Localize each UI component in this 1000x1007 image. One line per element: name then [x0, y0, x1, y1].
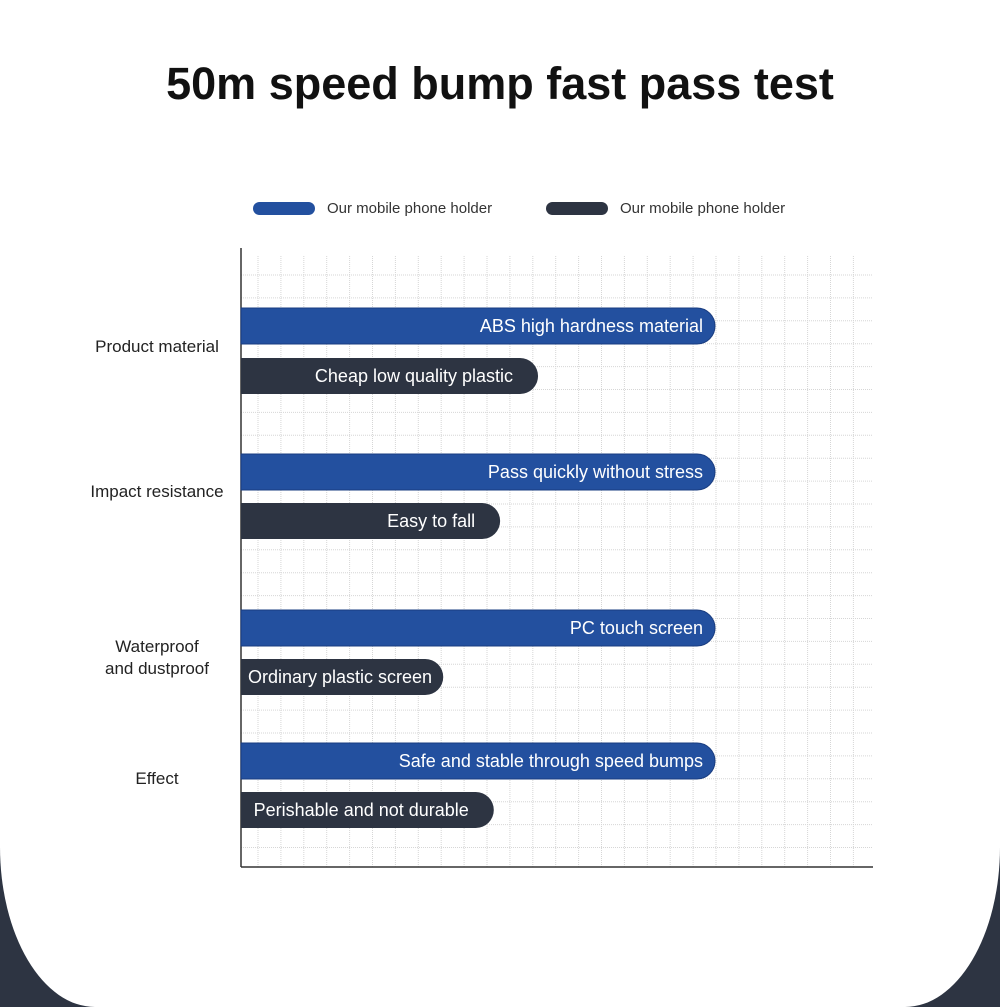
bar-label: Easy to fall — [387, 511, 475, 531]
bar-label: PC touch screen — [570, 618, 703, 638]
legend-label: Our mobile phone holder — [327, 200, 493, 217]
bar-label: Ordinary plastic screen — [248, 667, 432, 687]
bar-label: Perishable and not durable — [254, 800, 469, 820]
bar-ours — [240, 307, 716, 345]
legend-item-ours: Our mobile phone holder — [253, 200, 492, 217]
category-label: Effect — [135, 769, 179, 788]
bar-label: Safe and stable through speed bumps — [399, 751, 703, 771]
bar-ours — [240, 609, 716, 647]
category-label: Waterproof and dustproof — [105, 637, 209, 678]
bar-label: Cheap low quality plastic — [315, 366, 513, 386]
legend-swatch-blue — [253, 202, 315, 215]
category-label: Impact resistance — [90, 482, 224, 501]
bar-other — [241, 659, 444, 695]
bar-label: ABS high hardness material — [480, 316, 703, 336]
bar-ours — [240, 453, 716, 491]
legend-item-other: Our mobile phone holder — [546, 200, 785, 217]
legend-label: Our mobile phone holder — [620, 200, 786, 217]
category-label: Product material — [95, 337, 219, 356]
page-title: 50m speed bump fast pass test — [166, 58, 834, 109]
bar-label: Pass quickly without stress — [488, 462, 703, 482]
bar-other — [241, 503, 501, 539]
bar-other — [241, 358, 539, 394]
legend-swatch-dark — [546, 202, 608, 215]
bar-other — [241, 792, 494, 828]
bar-ours — [240, 742, 716, 780]
